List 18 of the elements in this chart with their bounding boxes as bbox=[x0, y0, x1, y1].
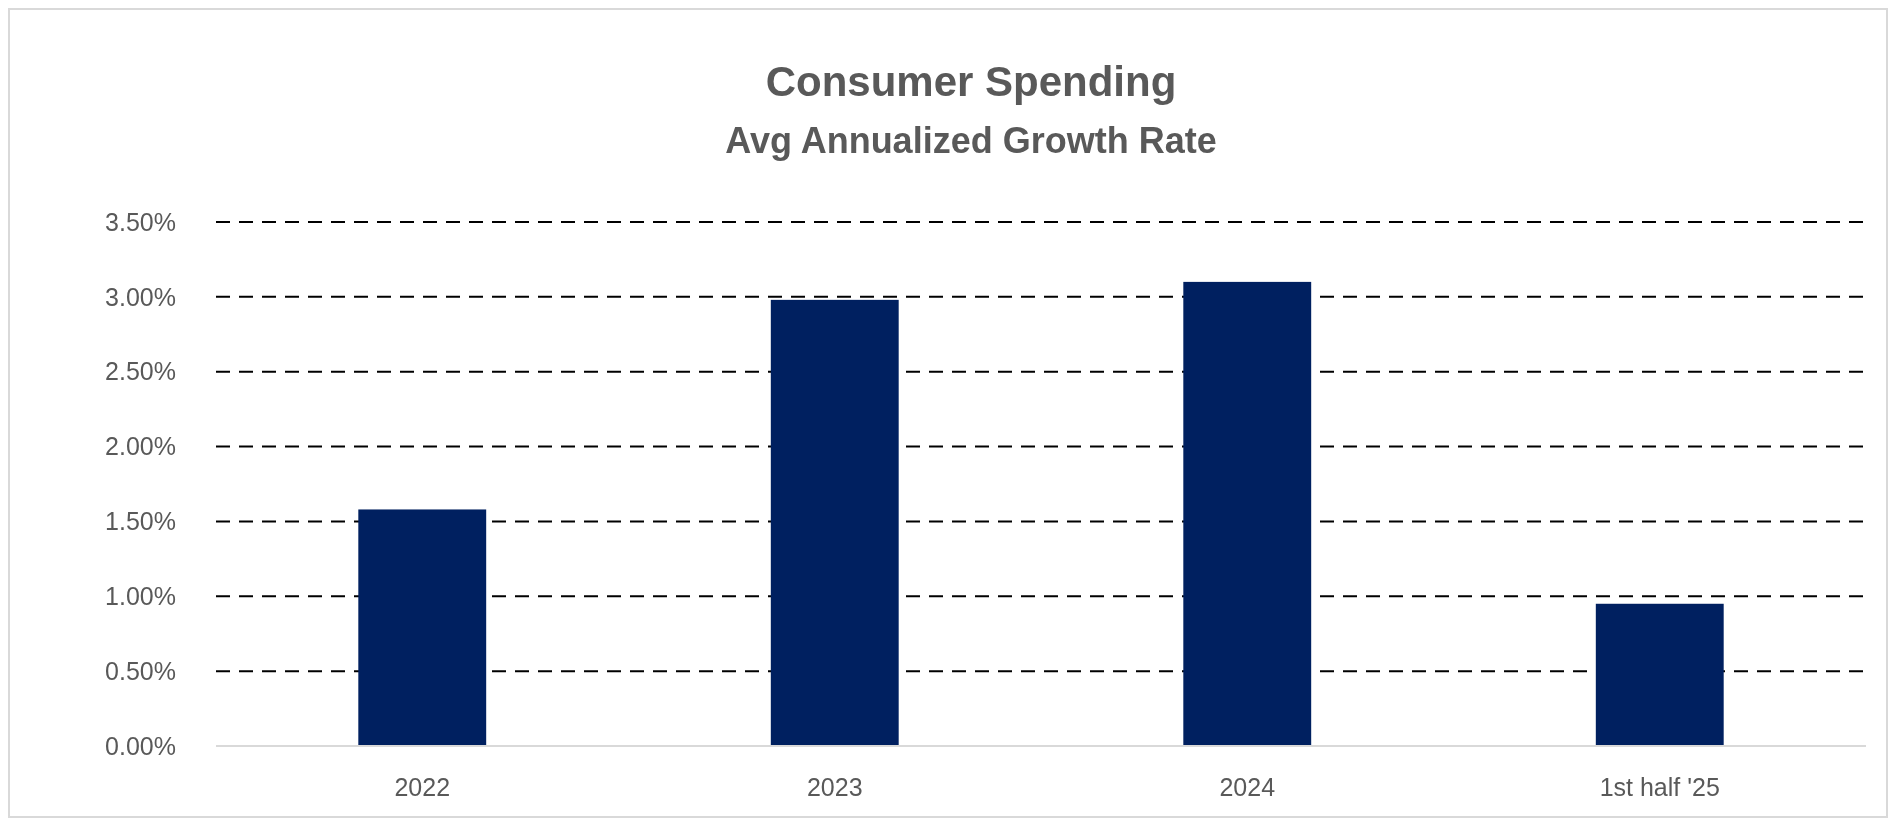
x-tick-label: 2022 bbox=[394, 773, 451, 801]
chart-title: Consumer Spending bbox=[765, 58, 1177, 105]
bar bbox=[358, 509, 487, 746]
y-tick-label: 3.50% bbox=[105, 207, 176, 236]
y-tick-label: 0.00% bbox=[105, 731, 176, 760]
y-tick-label: 3.00% bbox=[105, 282, 176, 311]
y-tick-label: 1.00% bbox=[105, 582, 176, 611]
y-tick-label: 2.50% bbox=[105, 357, 176, 386]
y-tick-label: 0.50% bbox=[105, 656, 176, 685]
bar bbox=[1183, 281, 1312, 746]
x-tick-label: 2024 bbox=[1219, 773, 1276, 801]
chart-subtitle: Avg Annualized Growth Rate bbox=[725, 120, 1217, 161]
x-tick-label: 2023 bbox=[806, 773, 863, 801]
y-tick-label: 2.00% bbox=[105, 432, 176, 461]
y-tick-label: 1.50% bbox=[105, 507, 176, 536]
bar bbox=[770, 299, 899, 746]
x-tick-label: 1st half '25 bbox=[1599, 773, 1720, 801]
bar bbox=[1595, 603, 1724, 746]
